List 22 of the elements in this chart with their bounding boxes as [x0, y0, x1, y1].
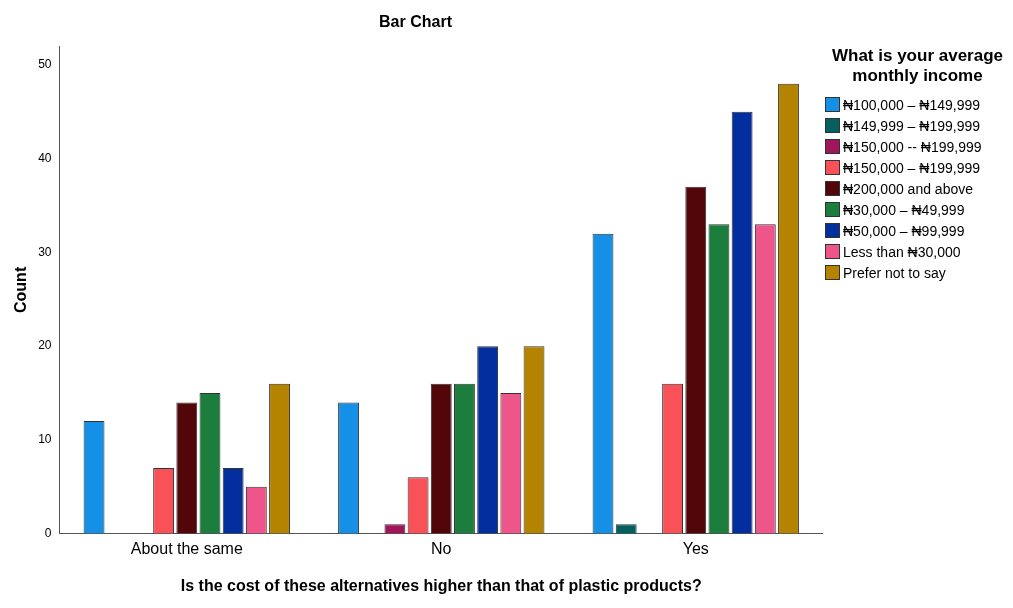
y-tick-label: 30: [38, 244, 52, 259]
y-tick-label: 0: [44, 525, 52, 540]
y-tick-label: 40: [38, 150, 52, 165]
x-tick-label: Yes: [682, 539, 709, 557]
y-axis-title: Count: [12, 266, 30, 313]
y-tick-label: 50: [38, 57, 52, 72]
legend-label: Prefer not to say: [843, 264, 946, 281]
x-tick-label: About the same: [130, 539, 243, 557]
legend-title: What is your average monthly income: [831, 46, 1004, 86]
chart-title: Bar Chart: [379, 13, 453, 31]
x-axis-title: Is the cost of these alternatives higher than that of plastic products?: [180, 576, 702, 594]
legend-label: ₦150,000 – ₦199,999: [843, 159, 980, 176]
legend-label: ₦50,000 – ₦99,999: [843, 222, 965, 239]
legend-label: ₦100,000 – ₦149,999: [843, 96, 980, 113]
legend-label: ₦150,000 -- ₦199,999: [843, 138, 982, 155]
legend-label: ₦200,000 and above: [843, 180, 973, 197]
legend-label: Less than ₦30,000: [843, 243, 961, 260]
y-tick-label: 20: [38, 338, 52, 353]
x-tick-label: No: [431, 539, 452, 557]
legend-label: ₦149,999 – ₦199,999: [843, 117, 980, 134]
y-tick-label: 10: [38, 432, 52, 447]
legend-label: ₦30,000 – ₦49,999: [843, 201, 965, 218]
